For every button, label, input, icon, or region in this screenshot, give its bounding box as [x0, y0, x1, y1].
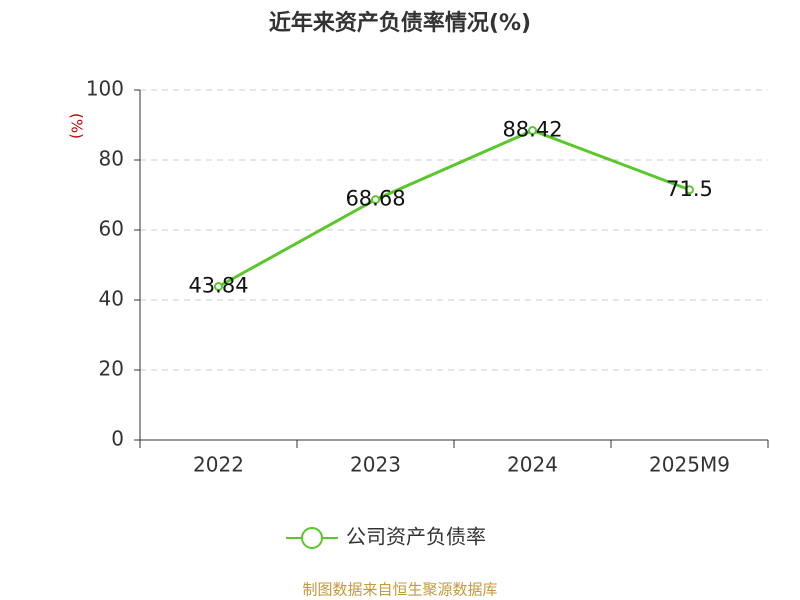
x-tick-label: 2022 [193, 453, 244, 477]
y-tick-label: 40 [99, 287, 124, 311]
x-tick-label: 2024 [507, 453, 558, 477]
data-label: 43.84 [188, 274, 248, 298]
legend-label: 公司资产负债率 [346, 525, 486, 549]
y-tick-label: 80 [99, 147, 124, 171]
x-tick-label: 2025M9 [649, 453, 730, 477]
data-label: 88.42 [502, 118, 562, 142]
y-tick-label: 20 [99, 357, 124, 381]
y-axis-label: (%) [68, 113, 86, 139]
x-tick-label: 2023 [350, 453, 401, 477]
data-point [685, 185, 694, 195]
chart-title: 近年来资产负债率情况(%) [269, 10, 531, 36]
source-note: 制图数据来自恒生聚源数据库 [302, 581, 497, 599]
data-point [371, 195, 380, 205]
series-line [217, 128, 691, 288]
y-tick-label: 60 [99, 217, 124, 241]
data-label: 68.68 [345, 187, 405, 211]
data-label: 71.5 [666, 177, 713, 201]
legend-marker [301, 527, 323, 549]
y-tick-label: 100 [86, 77, 124, 101]
y-tick-label: 0 [111, 427, 124, 451]
data-point [214, 282, 223, 292]
data-point [528, 126, 537, 136]
